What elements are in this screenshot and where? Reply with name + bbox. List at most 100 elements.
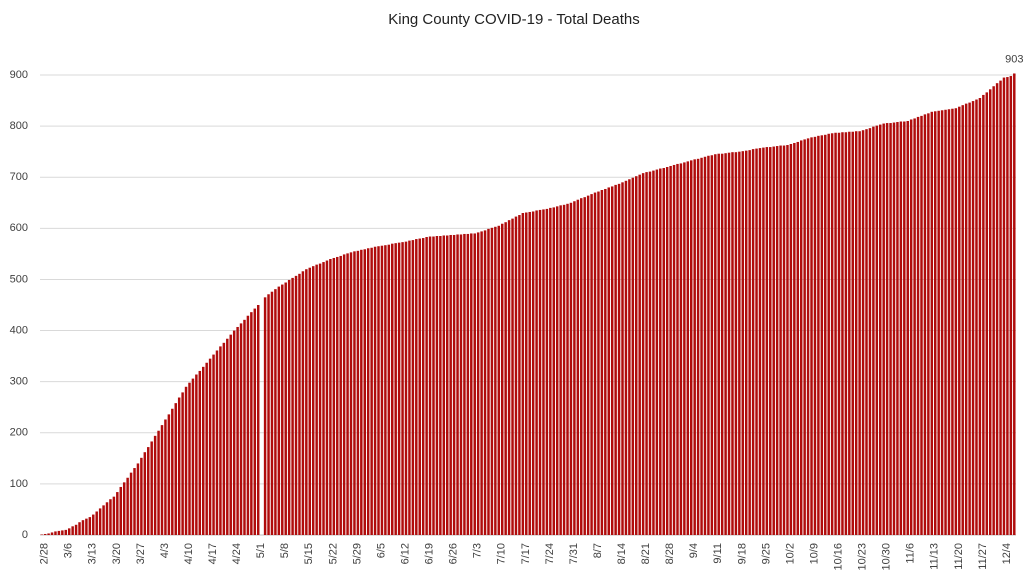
bar [937,110,940,536]
bar [720,153,724,535]
bar [119,486,122,535]
bar [762,147,765,536]
bar [679,163,683,535]
bar [373,246,377,535]
bar [923,114,927,535]
bar [449,234,452,535]
bar [205,362,208,535]
bar [872,126,875,535]
bar [518,215,521,536]
bar [676,163,679,535]
bar [645,172,648,535]
x-tick-label: 5/15 [303,543,315,564]
bar [490,227,494,536]
bar [71,526,74,535]
bar [112,496,116,535]
bar [882,123,885,536]
bar [277,286,281,535]
bar [483,230,487,535]
bar [284,282,287,535]
bar [446,235,449,535]
bar [597,191,600,536]
bar [136,463,140,535]
bar [487,228,490,535]
bar [133,468,136,535]
x-tick-label: 11/20 [953,543,965,570]
bar [126,477,129,535]
x-tick-label: 6/12 [399,543,411,564]
bar [47,533,50,535]
bar [865,129,868,535]
x-tick-label: 10/30 [881,543,893,571]
bar [102,505,105,535]
bar [562,204,566,536]
x-tick-label: 3/13 [87,543,99,564]
bar [243,319,246,535]
bar [841,132,844,535]
bar [456,234,459,535]
bar [1006,77,1009,536]
bar [593,192,597,536]
bar [466,233,470,535]
bar [683,162,686,535]
bar [109,499,112,535]
bar [610,186,614,535]
bar [696,158,700,536]
bar [665,167,669,535]
bar [463,233,466,535]
bar [535,210,538,535]
bar [913,118,916,535]
bar [700,157,703,536]
bar [88,517,92,535]
bar [387,244,391,535]
bar [521,213,525,535]
bar [837,132,841,535]
bar [116,492,119,535]
x-tick-label: 7/17 [520,543,532,564]
bar [157,430,160,535]
bar [322,262,325,535]
y-tick-label: 100 [10,478,28,490]
bar [848,131,851,535]
bar [765,147,769,536]
bar [184,386,188,535]
bar [624,180,628,536]
bar [775,146,779,536]
bar [177,397,181,535]
bar [64,529,68,535]
x-tick-label: 9/18 [736,543,748,564]
bar [538,209,542,535]
x-tick-label: 11/6 [905,543,917,564]
bar [253,308,257,535]
bar [690,160,693,535]
x-tick-label: 7/24 [544,543,556,564]
bar [129,472,133,535]
x-tick-label: 9/4 [688,543,700,558]
bar [143,452,147,535]
bar [875,125,879,535]
bar [171,408,174,535]
bar [470,233,473,535]
bar [301,271,305,535]
bar [525,212,528,535]
bar [707,155,710,535]
bar [421,238,425,536]
bar [796,141,800,535]
bar [246,315,250,535]
bar [349,252,353,535]
bar [909,119,913,535]
bar [174,403,177,535]
bar [552,207,556,535]
bar [167,414,171,535]
bar [95,511,98,535]
bar [820,135,824,536]
bar [641,173,645,535]
bar [769,147,772,536]
bar [672,164,676,535]
bar [43,533,47,535]
bar [298,273,301,535]
bar [868,128,872,535]
bar [717,153,720,535]
bar [380,245,384,535]
bar [786,145,789,535]
